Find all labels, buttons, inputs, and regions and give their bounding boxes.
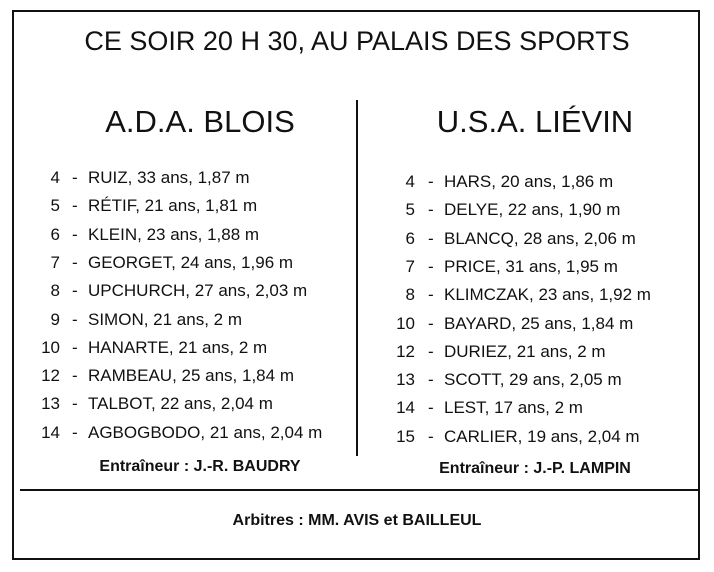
player-number: 5 <box>50 196 60 216</box>
separator: - <box>72 224 78 244</box>
player-details: DELYE, 22 ans, 1,90 m <box>444 200 621 220</box>
player-number: 12 <box>396 341 415 361</box>
player-number: 12 <box>41 366 60 386</box>
team-name: A.D.A. BLOIS <box>105 104 295 139</box>
separator: - <box>428 370 434 390</box>
rule <box>20 489 700 491</box>
player-number: 6 <box>50 224 60 244</box>
player-details: LEST, 17 ans, 2 m <box>444 398 583 418</box>
title: CE SOIR 20 H 30, AU PALAIS DES SPORTS <box>84 26 630 56</box>
player-details: HANARTE, 21 ans, 2 m <box>88 337 268 357</box>
player-details: PRICE, 31 ans, 1,95 m <box>444 256 618 276</box>
player-number: 13 <box>396 370 415 390</box>
separator: - <box>72 168 78 187</box>
separator: - <box>72 281 78 301</box>
player-details: KLIMCZAK, 23 ans, 1,92 m <box>444 285 651 305</box>
team-name: U.S.A. LIÉVIN <box>436 104 634 139</box>
player-details: GEORGET, 24 ans, 1,96 m <box>88 252 294 272</box>
player-details: UPCHURCH, 27 ans, 2,03 m <box>88 281 308 301</box>
player-number: 7 <box>405 256 415 276</box>
frame <box>12 10 700 560</box>
separator: - <box>428 256 434 276</box>
separator: - <box>72 422 78 442</box>
separator: - <box>72 394 78 414</box>
player-details: KLEIN, 23 ans, 1,88 m <box>88 224 260 244</box>
player-details: AGBOGBODO, 21 ans, 2,04 m <box>88 422 323 442</box>
divider <box>356 100 358 456</box>
separator: - <box>72 196 78 216</box>
player-details: DURIEZ, 21 ans, 2 m <box>444 341 606 361</box>
separator: - <box>428 398 434 418</box>
separator: - <box>428 172 434 191</box>
player-details: BLANCQ, 28 ans, 2,06 m <box>444 228 636 248</box>
player-number: 5 <box>405 200 415 220</box>
separator: - <box>428 285 434 305</box>
player-number: 4 <box>50 168 60 187</box>
separator: - <box>428 426 434 446</box>
player-number: 8 <box>50 281 60 301</box>
player-number: 10 <box>396 313 415 333</box>
player-details: RAMBEAU, 25 ans, 1,84 m <box>88 366 294 386</box>
separator: - <box>72 309 78 329</box>
player-details: HARS, 20 ans, 1,86 m <box>444 172 614 191</box>
player-number: 8 <box>405 285 415 305</box>
player-details: BAYARD, 25 ans, 1,84 m <box>444 313 634 333</box>
coach: Entraîneur : J.-P. LAMPIN <box>439 460 631 477</box>
player-number: 15 <box>396 426 415 446</box>
player-number: 6 <box>405 228 415 248</box>
separator: - <box>428 313 434 333</box>
player-number: 13 <box>41 394 60 414</box>
player-details: SCOTT, 29 ans, 2,05 m <box>444 370 622 390</box>
player-number: 14 <box>396 398 415 418</box>
player-details: TALBOT, 22 ans, 2,04 m <box>88 394 273 414</box>
player-details: SIMON, 21 ans, 2 m <box>88 309 242 329</box>
separator: - <box>72 252 78 272</box>
separator: - <box>72 366 78 386</box>
player-details: RÉTIF, 21 ans, 1,81 m <box>88 196 258 216</box>
coach: Entraîneur : J.-R. BAUDRY <box>99 458 301 475</box>
player-number: 10 <box>41 337 60 357</box>
referees: Arbitres : MM. AVIS et BAILLEUL <box>232 512 482 529</box>
player-number: 7 <box>50 252 60 272</box>
player-number: 9 <box>50 309 60 329</box>
player-number: 14 <box>41 422 60 442</box>
player-number: 4 <box>405 172 415 191</box>
separator: - <box>72 337 78 357</box>
separator: - <box>428 200 434 220</box>
separator: - <box>428 228 434 248</box>
player-details: CARLIER, 19 ans, 2,04 m <box>444 426 640 446</box>
player-details: RUIZ, 33 ans, 1,87 m <box>88 168 250 187</box>
separator: - <box>428 341 434 361</box>
